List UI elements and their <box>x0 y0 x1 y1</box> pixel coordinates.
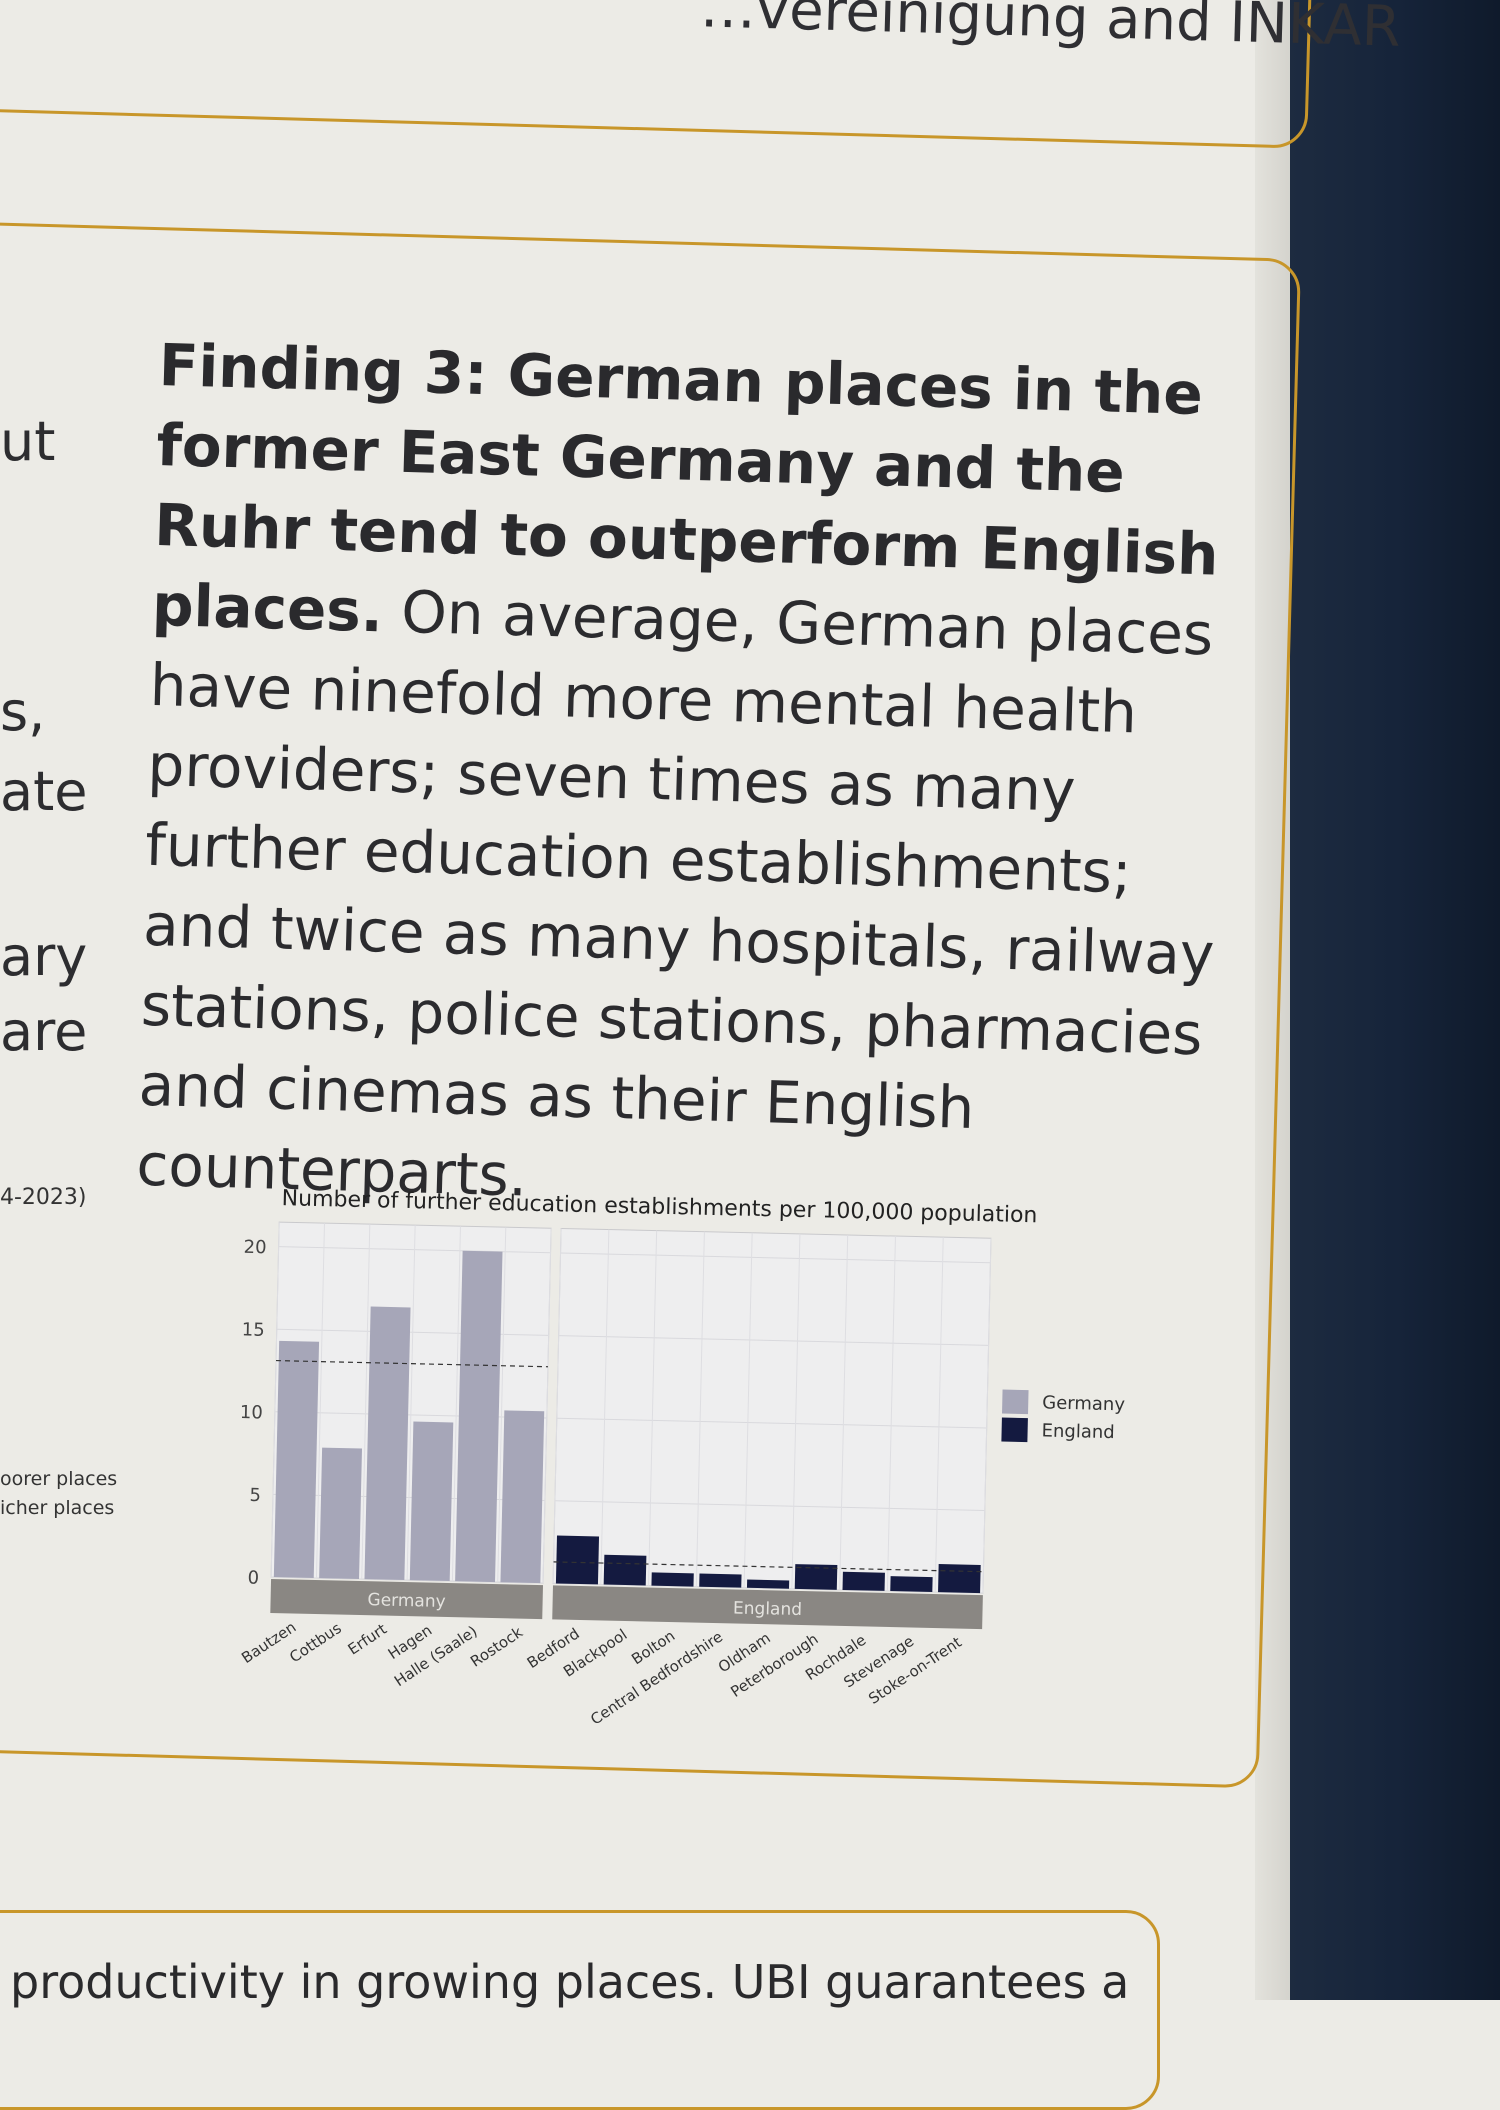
finding-body: On average, German places have ninefold … <box>135 577 1216 1210</box>
grid-line <box>648 1230 658 1586</box>
left-fragment: oorer places <box>0 1468 118 1490</box>
grid-line <box>451 1226 461 1582</box>
facet-label: England <box>733 1598 802 1620</box>
y-tick-label: 20 <box>243 1237 266 1259</box>
grid-line <box>406 1225 416 1581</box>
grid-line <box>542 1228 552 1584</box>
bottom-panel-text: productivity in growing places. UBI guar… <box>10 1955 1130 2009</box>
legend-label: Germany <box>1042 1391 1126 1415</box>
grid-line <box>934 1237 944 1593</box>
grid-line <box>554 1500 985 1512</box>
left-fragment: ary <box>0 925 88 988</box>
left-fragment: ate <box>0 760 88 823</box>
x-tick-label: Bautzen <box>238 1618 299 1667</box>
y-tick-label: 15 <box>242 1319 265 1341</box>
bar <box>699 1573 742 1588</box>
bar <box>500 1410 545 1584</box>
grid-line <box>600 1229 610 1585</box>
left-fragment: ut <box>0 410 56 473</box>
poster-edge <box>1255 0 1295 2000</box>
y-tick-label: 0 <box>247 1567 259 1588</box>
grid-line <box>270 1222 280 1577</box>
grid-line <box>982 1238 992 1594</box>
bar <box>746 1579 790 1589</box>
y-tick-label: 5 <box>249 1485 261 1506</box>
bottom-panel-border <box>0 1910 1160 2110</box>
bar <box>890 1576 933 1592</box>
grid-line <box>560 1252 991 1264</box>
grid-line <box>556 1417 987 1429</box>
finding-text: Finding 3: German places in the former E… <box>135 325 1239 1235</box>
bar <box>319 1447 363 1579</box>
x-tick-label: Cottbus <box>286 1619 345 1666</box>
legend-item-england: England <box>1001 1416 1124 1447</box>
bar <box>455 1250 503 1583</box>
bar <box>409 1421 454 1582</box>
bar <box>651 1572 694 1587</box>
bar <box>555 1535 600 1585</box>
bar <box>273 1340 320 1578</box>
legend-item-germany: Germany <box>1002 1388 1125 1419</box>
legend-label: England <box>1041 1419 1115 1443</box>
grid-line <box>886 1236 896 1591</box>
grid-line <box>361 1224 371 1580</box>
grid-line <box>497 1227 507 1583</box>
grid-line <box>791 1233 801 1589</box>
facet-strip <box>552 1585 983 1630</box>
bar <box>842 1571 885 1591</box>
chart-legend: Germany England <box>1001 1388 1125 1447</box>
bar <box>364 1306 411 1581</box>
grid-line <box>558 1335 989 1346</box>
left-fragment: icher places <box>0 1497 115 1519</box>
grid-line <box>315 1223 325 1579</box>
bar <box>794 1564 838 1590</box>
legend-swatch <box>1002 1389 1029 1415</box>
y-tick-label: 10 <box>240 1402 263 1424</box>
grid-line <box>839 1234 849 1590</box>
bar <box>938 1564 981 1594</box>
facet-strip <box>270 1578 544 1620</box>
facet-label: Germany <box>367 1590 446 1612</box>
grid-line <box>552 1228 562 1584</box>
x-tick-label: Erfurt <box>345 1620 390 1659</box>
background-wall <box>1290 0 1500 2000</box>
mean-line <box>276 1359 548 1368</box>
left-fragment: s, <box>0 680 46 743</box>
legend-swatch <box>1001 1417 1028 1443</box>
panel-background <box>552 1227 992 1594</box>
left-fragment: are <box>0 1000 88 1063</box>
chart: Number of further education establishmen… <box>218 1185 1151 1806</box>
bar <box>603 1554 647 1586</box>
grid-line <box>743 1232 753 1588</box>
grid-line <box>695 1231 705 1587</box>
left-fragment: 4-2023) <box>0 1185 87 1210</box>
